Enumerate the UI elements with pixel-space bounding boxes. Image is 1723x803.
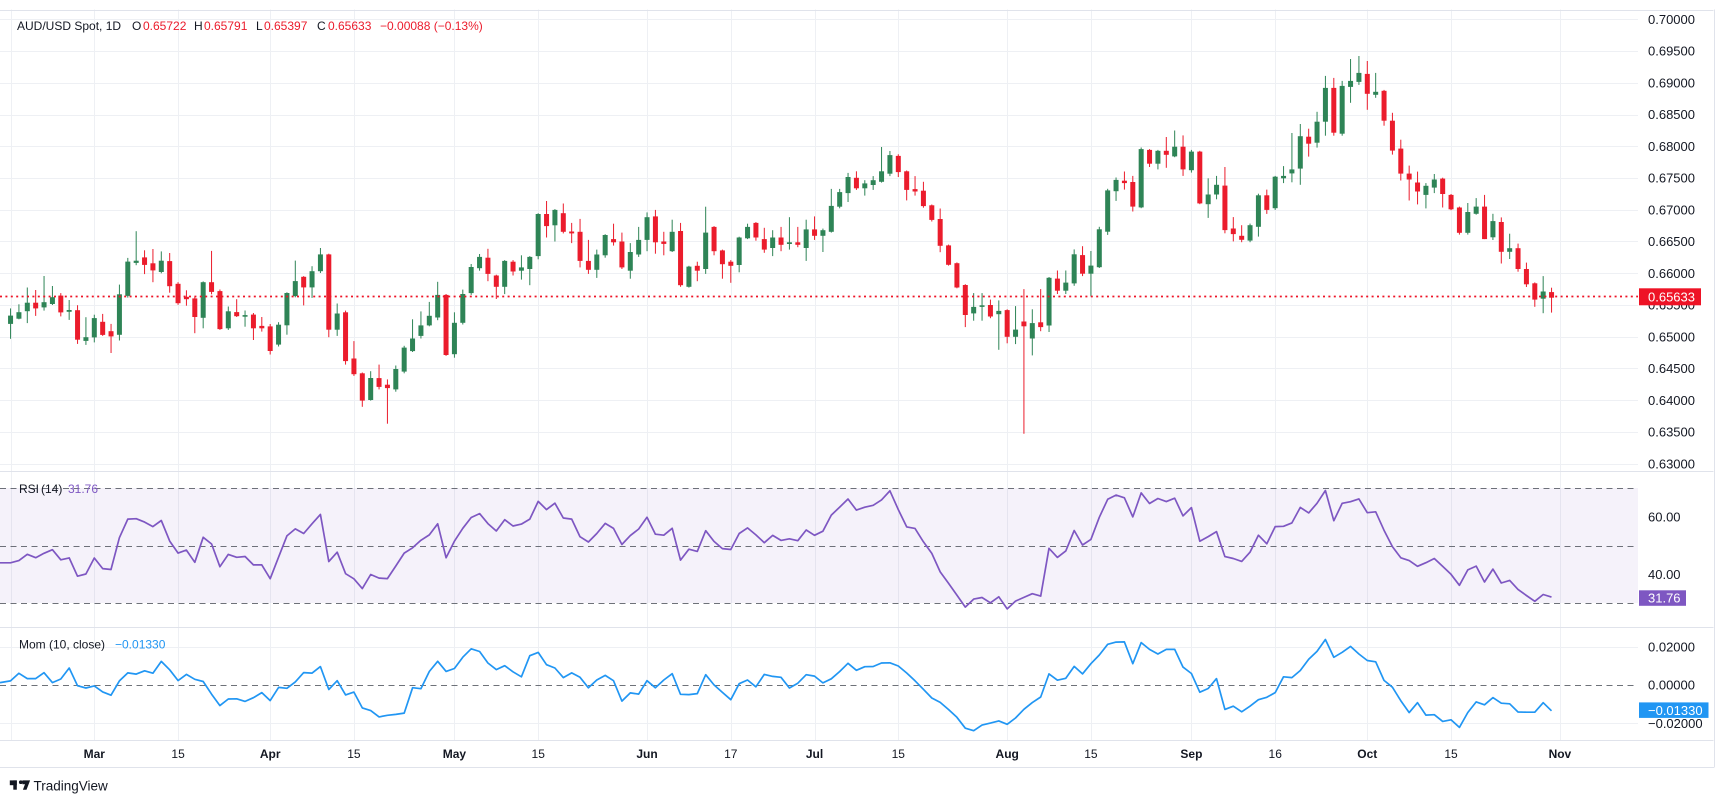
svg-text:15: 15: [1084, 747, 1098, 761]
svg-text:15: 15: [1444, 747, 1458, 761]
svg-text:0.69000: 0.69000: [1648, 75, 1695, 90]
svg-text:15: 15: [892, 747, 906, 761]
svg-text:0.67000: 0.67000: [1648, 202, 1695, 217]
svg-text:0.63000: 0.63000: [1648, 456, 1695, 471]
svg-text:0.64000: 0.64000: [1648, 393, 1695, 408]
svg-text:Nov: Nov: [1549, 747, 1572, 761]
svg-text:15: 15: [347, 747, 361, 761]
svg-text:Oct: Oct: [1357, 747, 1377, 761]
svg-text:0.68000: 0.68000: [1648, 139, 1695, 154]
svg-text:0.70000: 0.70000: [1648, 12, 1695, 27]
svg-text:0.67500: 0.67500: [1648, 171, 1695, 186]
svg-text:0.00000: 0.00000: [1648, 678, 1695, 693]
svg-text:17: 17: [724, 747, 738, 761]
svg-text:Apr: Apr: [260, 747, 281, 761]
svg-text:Aug: Aug: [996, 747, 1019, 761]
svg-text:0.69500: 0.69500: [1648, 44, 1695, 59]
svg-text:TradingView: TradingView: [34, 779, 109, 794]
svg-text:40.00: 40.00: [1648, 567, 1681, 582]
svg-text:0.65633: 0.65633: [1648, 289, 1695, 304]
svg-text:0.63500: 0.63500: [1648, 425, 1695, 440]
svg-text:0.64500: 0.64500: [1648, 361, 1695, 376]
svg-text:Mom (10, close): Mom (10, close): [19, 638, 105, 652]
svg-text:−0.01330: −0.01330: [1648, 703, 1703, 718]
svg-text:15: 15: [532, 747, 546, 761]
svg-text:0.68500: 0.68500: [1648, 107, 1695, 122]
svg-text:Mar: Mar: [84, 747, 106, 761]
svg-text:15: 15: [171, 747, 185, 761]
svg-text:60.00: 60.00: [1648, 509, 1681, 524]
svg-text:16: 16: [1269, 747, 1283, 761]
svg-text:Sep: Sep: [1180, 747, 1202, 761]
svg-text:RSI: RSI: [19, 482, 39, 496]
svg-text:H: H: [194, 19, 203, 33]
svg-text:Jun: Jun: [636, 747, 657, 761]
svg-text:0.65791: 0.65791: [204, 19, 248, 33]
svg-text:0.65000: 0.65000: [1648, 329, 1695, 344]
svg-text:0.65633: 0.65633: [328, 19, 372, 33]
svg-text:May: May: [443, 747, 467, 761]
svg-text:−0.02000: −0.02000: [1648, 716, 1703, 731]
svg-text:31.76: 31.76: [68, 482, 98, 496]
svg-text:O: O: [132, 19, 141, 33]
svg-text:31.76: 31.76: [1648, 591, 1681, 606]
svg-text:0.65722: 0.65722: [143, 19, 187, 33]
svg-text:0.65397: 0.65397: [264, 19, 308, 33]
svg-text:C: C: [317, 19, 326, 33]
svg-text:0.66000: 0.66000: [1648, 266, 1695, 281]
svg-text:0.66500: 0.66500: [1648, 234, 1695, 249]
svg-text:0.02000: 0.02000: [1648, 640, 1695, 655]
svg-text:(14): (14): [41, 482, 62, 496]
svg-text:−0.01330: −0.01330: [115, 638, 166, 652]
svg-text:Jul: Jul: [806, 747, 823, 761]
svg-text:−0.00088 (−0.13%): −0.00088 (−0.13%): [380, 19, 483, 33]
svg-text:AUD/USD Spot, 1D: AUD/USD Spot, 1D: [17, 19, 121, 33]
svg-text:L: L: [256, 19, 263, 33]
